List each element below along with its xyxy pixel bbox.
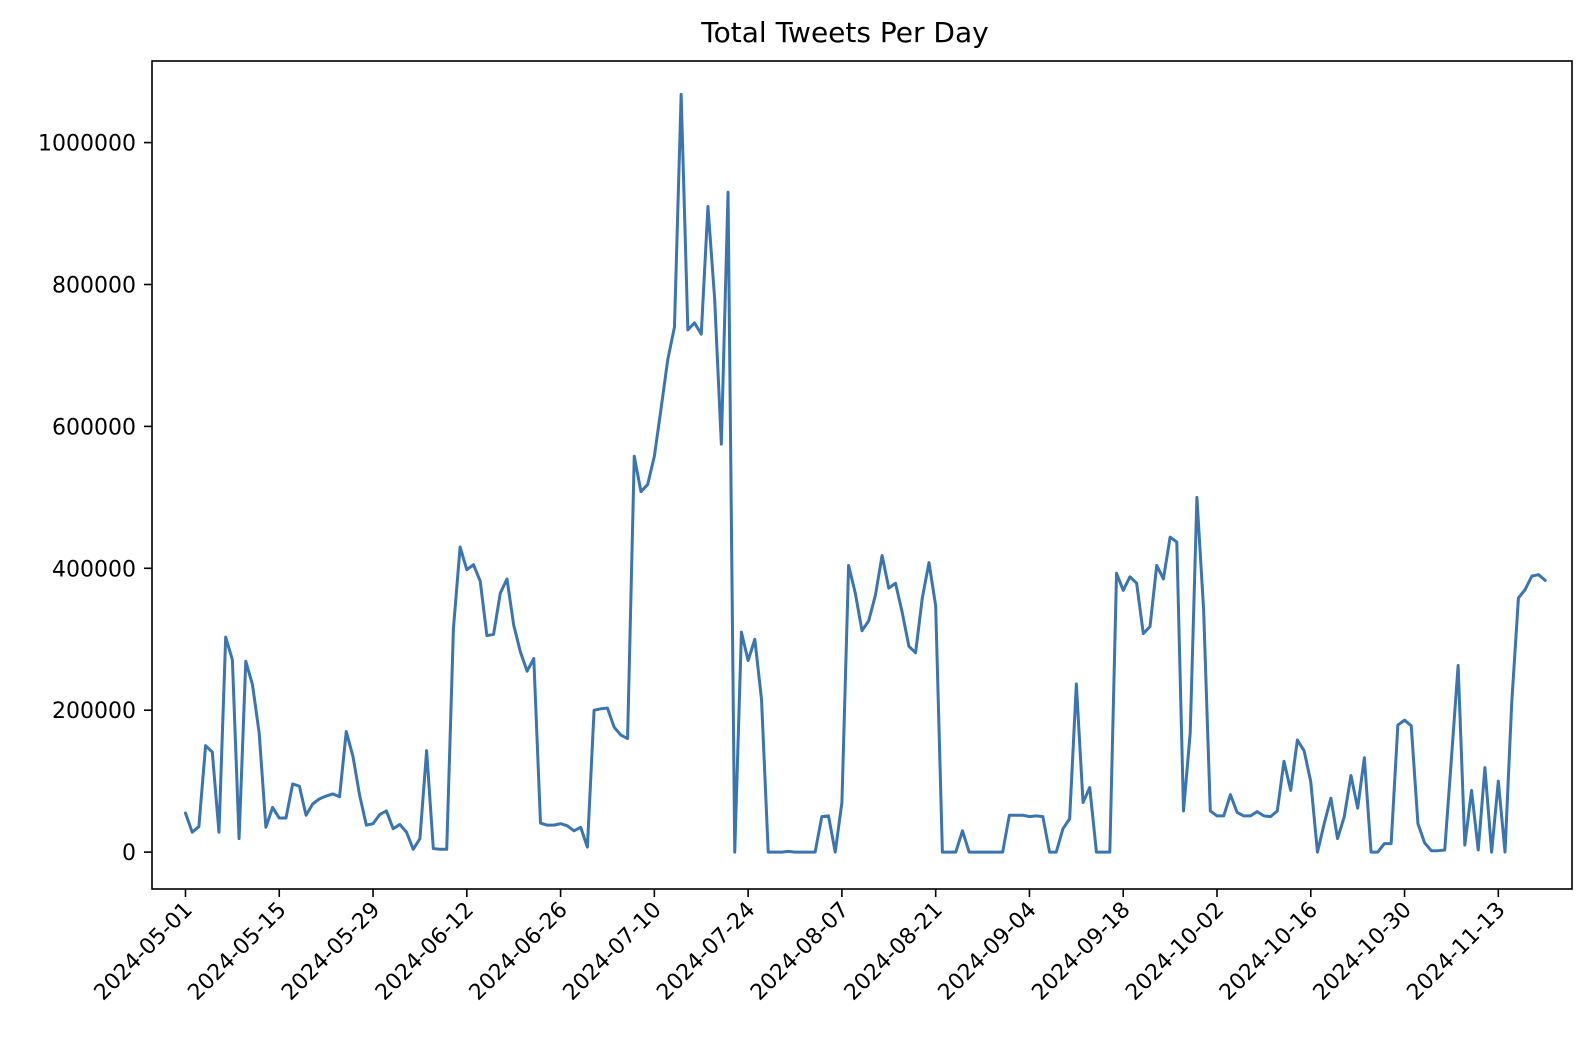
y-tick-label: 200000 (52, 699, 136, 724)
plot-series (183, 92, 1547, 854)
x-tick-label: 2024-11-13 (1402, 898, 1510, 1006)
x-tick-label: 2024-05-15 (183, 898, 291, 1006)
y-tick-label: 0 (122, 841, 136, 866)
x-tick-label: 2024-06-26 (465, 898, 573, 1006)
x-tick-label: 2024-05-01 (90, 898, 198, 1006)
plot-frame (151, 60, 1573, 890)
x-tick-label: 2024-09-18 (1027, 898, 1135, 1006)
x-tick-label: 2024-08-07 (746, 898, 854, 1006)
y-tick-label: 400000 (52, 557, 136, 582)
x-tick-label: 2024-10-16 (1215, 898, 1323, 1006)
y-axis: 0 200000 400000 600000 800000 1000000 (38, 132, 152, 866)
chart-title: Total Tweets Per Day (700, 16, 988, 49)
x-tick-label: 2024-06-12 (371, 898, 479, 1006)
x-tick-label: 2024-09-04 (934, 898, 1042, 1006)
x-tick-label: 2024-10-30 (1309, 898, 1417, 1006)
x-axis: 2024-05-012024-05-152024-05-292024-06-12… (90, 889, 1511, 1006)
y-tick-label: 1000000 (38, 132, 136, 157)
x-tick-label: 2024-07-10 (559, 898, 667, 1006)
x-tick-label: 2024-05-29 (277, 898, 385, 1006)
x-tick-label: 2024-07-24 (652, 898, 760, 1006)
y-tick-label: 600000 (52, 415, 136, 440)
x-tick-label: 2024-08-21 (840, 898, 948, 1006)
y-tick-label: 800000 (52, 273, 136, 298)
x-tick-label: 2024-10-02 (1121, 898, 1229, 1006)
series-line (183, 92, 1547, 854)
